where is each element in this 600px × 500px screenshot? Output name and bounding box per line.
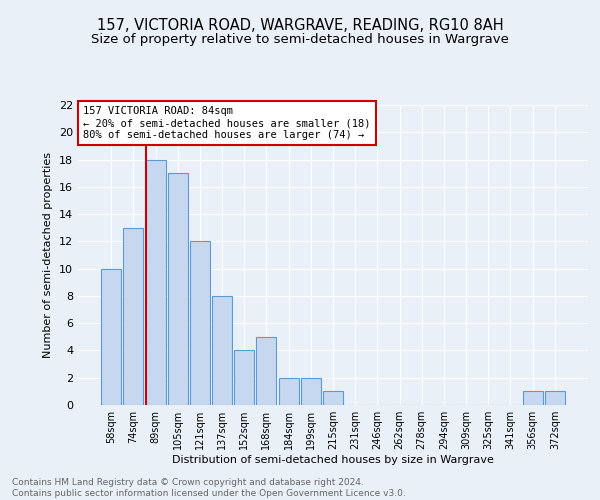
- Text: Contains HM Land Registry data © Crown copyright and database right 2024.
Contai: Contains HM Land Registry data © Crown c…: [12, 478, 406, 498]
- Bar: [146, 160, 166, 405]
- Bar: [523, 392, 542, 405]
- Bar: [190, 242, 210, 405]
- Bar: [101, 268, 121, 405]
- Bar: [234, 350, 254, 405]
- Bar: [545, 392, 565, 405]
- Bar: [278, 378, 299, 405]
- Bar: [256, 337, 277, 405]
- Bar: [124, 228, 143, 405]
- Bar: [301, 378, 321, 405]
- Y-axis label: Number of semi-detached properties: Number of semi-detached properties: [43, 152, 53, 358]
- Bar: [168, 173, 188, 405]
- Text: Size of property relative to semi-detached houses in Wargrave: Size of property relative to semi-detach…: [91, 32, 509, 46]
- Bar: [323, 392, 343, 405]
- X-axis label: Distribution of semi-detached houses by size in Wargrave: Distribution of semi-detached houses by …: [172, 455, 494, 465]
- Text: 157 VICTORIA ROAD: 84sqm
← 20% of semi-detached houses are smaller (18)
80% of s: 157 VICTORIA ROAD: 84sqm ← 20% of semi-d…: [83, 106, 371, 140]
- Bar: [212, 296, 232, 405]
- Text: 157, VICTORIA ROAD, WARGRAVE, READING, RG10 8AH: 157, VICTORIA ROAD, WARGRAVE, READING, R…: [97, 18, 503, 32]
